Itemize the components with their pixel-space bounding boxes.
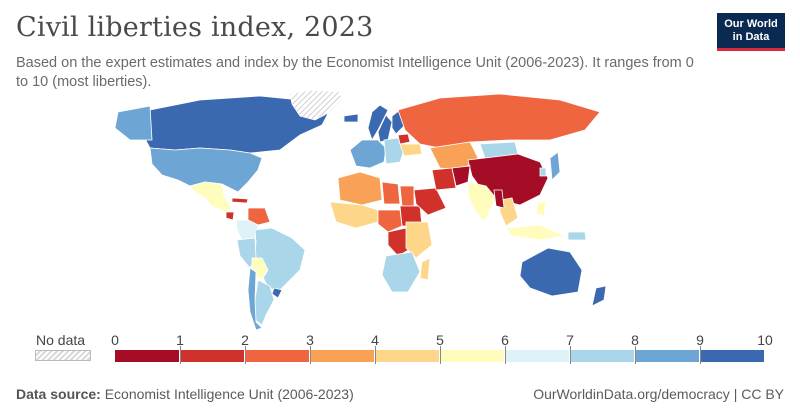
region-southern-africa[interactable]: [381, 251, 421, 293]
legend-tick-label-0: 0: [111, 332, 119, 348]
owid-logo[interactable]: Our World in Data: [717, 13, 785, 51]
region-north-africa[interactable]: [337, 171, 383, 206]
legend-bin-2[interactable]: [245, 350, 310, 362]
legend-no-data-swatch[interactable]: [35, 350, 91, 361]
region-india[interactable]: [467, 181, 497, 223]
legend-bin-6[interactable]: [505, 350, 570, 362]
region-myanmar[interactable]: [493, 189, 505, 209]
legend-tick-label-3: 3: [306, 332, 314, 348]
region-australia[interactable]: [519, 247, 583, 297]
region-sweden[interactable]: [377, 114, 393, 143]
legend-bin-7[interactable]: [570, 350, 635, 362]
legend-tick-8: [635, 346, 636, 364]
legend-bin-5[interactable]: [440, 350, 505, 362]
legend-bin-0[interactable]: [115, 350, 180, 362]
legend-tick-label-10: 10: [757, 332, 773, 348]
region-central-africa[interactable]: [377, 209, 403, 233]
region-nicaragua[interactable]: [225, 211, 235, 221]
legend-color-bar: [115, 350, 765, 362]
footer-source-label: Data source:: [16, 386, 101, 402]
region-ukraine[interactable]: [399, 143, 423, 157]
legend-bin-1[interactable]: [180, 350, 245, 362]
region-russia[interactable]: [397, 93, 601, 149]
logo-line-2: in Data: [732, 30, 770, 43]
region-papua-new-guinea[interactable]: [567, 231, 587, 241]
region-alaska-us[interactable]: [114, 105, 153, 141]
legend-tick-label-5: 5: [436, 332, 444, 348]
region-cuba[interactable]: [231, 197, 249, 204]
region-philippines[interactable]: [535, 201, 547, 217]
region-uruguay[interactable]: [271, 287, 283, 299]
legend-tick-6: [505, 346, 506, 364]
region-belarus[interactable]: [397, 133, 411, 145]
legend-tick-label-6: 6: [501, 332, 509, 348]
region-iran[interactable]: [431, 167, 457, 191]
footer-url[interactable]: OurWorldinData.org/democracy | CC BY: [533, 386, 784, 402]
region-mexico[interactable]: [189, 181, 233, 213]
region-libya[interactable]: [381, 181, 401, 205]
legend-tick-7: [570, 346, 571, 364]
region-greenland[interactable]: [289, 89, 343, 121]
legend-tick-label-7: 7: [566, 332, 574, 348]
region-iceland[interactable]: [343, 113, 359, 123]
legend-tick-label-4: 4: [371, 332, 379, 348]
region-united-states[interactable]: [149, 147, 263, 193]
region-egypt[interactable]: [399, 185, 415, 207]
region-madagascar[interactable]: [419, 257, 431, 281]
legend-no-data-label: No data: [36, 332, 86, 348]
chart-title: Civil liberties index, 2023: [16, 12, 374, 43]
region-new-zealand[interactable]: [591, 285, 607, 307]
footer-source: Data source: Economist Intelligence Unit…: [16, 386, 354, 402]
region-western-europe[interactable]: [349, 139, 387, 169]
legend-tick-5: [440, 346, 441, 364]
legend-bin-4[interactable]: [375, 350, 440, 362]
region-south-korea[interactable]: [539, 167, 547, 177]
legend-tick-label-1: 1: [176, 332, 184, 348]
legend-tick-1: [180, 346, 181, 364]
legend-tick-label-9: 9: [696, 332, 704, 348]
region-west-africa[interactable]: [329, 201, 379, 229]
legend-bin-3[interactable]: [310, 350, 375, 362]
logo-line-1: Our World: [724, 17, 778, 30]
legend-tick-label-8: 8: [631, 332, 639, 348]
region-southeast-asia[interactable]: [499, 197, 519, 227]
region-venezuela[interactable]: [247, 207, 271, 226]
region-chile[interactable]: [247, 267, 263, 331]
region-east-africa[interactable]: [405, 221, 433, 259]
legend-bin-8[interactable]: [635, 350, 700, 362]
legend-tick-2: [245, 346, 246, 364]
region-eastern-europe[interactable]: [383, 137, 405, 165]
legend-tick-label-2: 2: [241, 332, 249, 348]
region-indonesia[interactable]: [505, 224, 567, 241]
region-saudi-arabia[interactable]: [413, 187, 447, 216]
chart-subtitle: Based on the expert estimates and index …: [16, 55, 694, 90]
legend-tick-4: [375, 346, 376, 364]
legend-bin-9[interactable]: [700, 350, 765, 362]
legend-tick-3: [310, 346, 311, 364]
footer-source-text: Economist Intelligence Unit (2006-2023): [104, 386, 354, 402]
region-japan[interactable]: [549, 151, 561, 181]
legend-tick-9: [700, 346, 701, 364]
